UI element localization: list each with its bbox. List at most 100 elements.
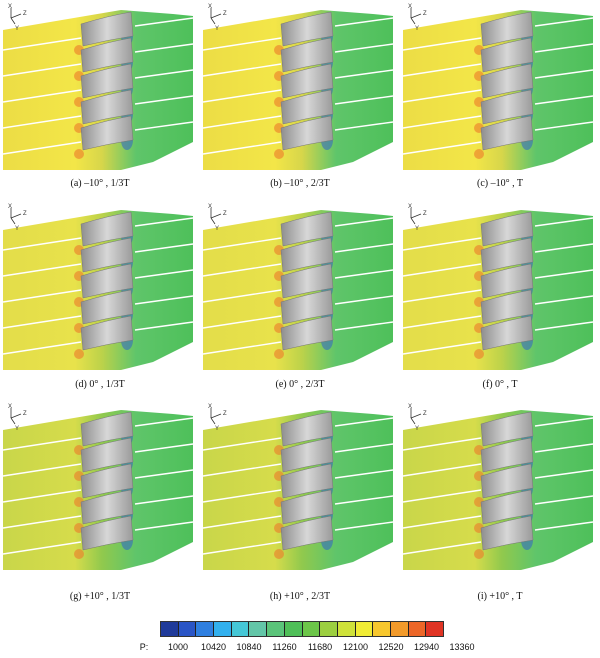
colorbar-segment bbox=[178, 622, 197, 636]
flow-field-panel: X Z Y bbox=[403, 402, 597, 570]
panel-caption: (f) 0° , T bbox=[482, 379, 518, 390]
colorbar-tick-label: 12100 bbox=[342, 642, 369, 652]
high-pressure-region bbox=[274, 349, 284, 359]
blade-surface bbox=[480, 289, 534, 325]
periodic-boundary-line bbox=[534, 43, 594, 53]
blade-surface bbox=[480, 63, 534, 99]
periodic-boundary-line bbox=[3, 63, 82, 77]
high-pressure-region bbox=[274, 149, 284, 159]
axis-label-x: X bbox=[408, 4, 412, 10]
colorbar-segment bbox=[196, 622, 215, 636]
blade-surface bbox=[280, 437, 334, 473]
blade-surface bbox=[480, 37, 534, 73]
periodic-boundary-line bbox=[203, 341, 282, 355]
blade-surface bbox=[280, 37, 334, 73]
periodic-boundary-line bbox=[3, 541, 82, 555]
blade-surface bbox=[480, 463, 534, 499]
blade-surface bbox=[280, 463, 334, 499]
axis-label-z: Z bbox=[23, 211, 27, 217]
colorbar-segment bbox=[161, 622, 179, 636]
periodic-boundary-line bbox=[534, 17, 594, 27]
axis-label-y: Y bbox=[15, 426, 19, 432]
periodic-boundary-line bbox=[534, 121, 594, 131]
axis-label-x: X bbox=[208, 4, 212, 10]
periodic-boundary-line bbox=[3, 341, 82, 355]
periodic-boundary-line bbox=[134, 417, 194, 427]
flow-field-image: X Z Y bbox=[203, 404, 394, 570]
axis-label-y: Y bbox=[415, 426, 419, 432]
periodic-boundary-line bbox=[203, 115, 282, 129]
colorbar-segment bbox=[214, 622, 232, 636]
periodic-boundary-line bbox=[3, 315, 82, 329]
colorbar-tick-label: 12940 bbox=[413, 642, 440, 652]
blade-surface bbox=[280, 211, 334, 247]
panel-caption: (b) –10° , 2/3T bbox=[270, 178, 330, 189]
blade-surface bbox=[80, 237, 134, 273]
flow-field-panel: X Z Y bbox=[203, 202, 397, 370]
blade-surface bbox=[280, 515, 334, 551]
axis-label-z: Z bbox=[223, 411, 227, 417]
blade-surface bbox=[480, 11, 534, 47]
flow-field-image: X Z Y bbox=[203, 204, 394, 370]
blade-surface bbox=[280, 489, 334, 525]
blade-surface bbox=[480, 211, 534, 247]
axis-triad: X Z Y bbox=[208, 4, 227, 32]
blade-surface bbox=[480, 515, 534, 551]
blade-surface bbox=[280, 115, 334, 151]
blade-surface bbox=[80, 11, 134, 47]
periodic-boundary-line bbox=[534, 243, 594, 253]
axis-label-z: Z bbox=[223, 11, 227, 17]
colorbar-segment bbox=[337, 622, 356, 636]
high-pressure-region bbox=[74, 349, 84, 359]
periodic-boundary-line bbox=[334, 321, 394, 331]
periodic-boundary-line bbox=[403, 463, 482, 477]
high-pressure-region bbox=[74, 549, 84, 559]
blade-surface bbox=[280, 315, 334, 351]
periodic-boundary-line bbox=[534, 469, 594, 479]
colorbar-segment bbox=[302, 622, 321, 636]
periodic-boundary-line bbox=[203, 37, 282, 51]
periodic-boundary-line bbox=[203, 541, 282, 555]
axis-label-x: X bbox=[8, 204, 12, 210]
periodic-boundary-line bbox=[3, 463, 82, 477]
axis-triad: X Z Y bbox=[208, 404, 227, 432]
panel-caption: (g) +10° , 1/3T bbox=[69, 591, 131, 602]
axis-label-y: Y bbox=[15, 226, 19, 232]
axis-triad: X Z Y bbox=[408, 204, 427, 232]
periodic-boundary-line bbox=[334, 95, 394, 105]
periodic-boundary-line bbox=[3, 37, 82, 51]
periodic-boundary-line bbox=[403, 541, 482, 555]
axis-triad: X Z Y bbox=[8, 404, 27, 432]
periodic-boundary-line bbox=[134, 469, 194, 479]
axis-triad: X Z Y bbox=[408, 404, 427, 432]
blade-surface bbox=[80, 463, 134, 499]
flow-field-image: X Z Y bbox=[3, 204, 194, 370]
colorbar-tick-label: 10420 bbox=[200, 642, 227, 652]
panel-caption: (d) 0° , 1/3T bbox=[75, 379, 125, 390]
blade-surface bbox=[280, 411, 334, 447]
blade-surface bbox=[80, 37, 134, 73]
axis-label-y: Y bbox=[415, 226, 419, 232]
blade-surface bbox=[80, 289, 134, 325]
blade-surface bbox=[280, 63, 334, 99]
periodic-boundary-line bbox=[534, 269, 594, 279]
periodic-boundary-line bbox=[334, 69, 394, 79]
colorbar-segment bbox=[284, 622, 303, 636]
blade-surface bbox=[80, 211, 134, 247]
periodic-boundary-line bbox=[134, 321, 194, 331]
periodic-boundary-line bbox=[403, 315, 482, 329]
blade-surface bbox=[480, 489, 534, 525]
periodic-boundary-line bbox=[403, 341, 482, 355]
blade-surface bbox=[280, 263, 334, 299]
axis-label-x: X bbox=[408, 404, 412, 410]
blade-surface bbox=[80, 489, 134, 525]
blade-surface bbox=[80, 411, 134, 447]
periodic-boundary-line bbox=[403, 237, 482, 251]
periodic-boundary-line bbox=[203, 237, 282, 251]
blade-surface bbox=[280, 89, 334, 125]
colorbar-segment bbox=[408, 622, 427, 636]
periodic-boundary-line bbox=[203, 63, 282, 77]
axis-triad: X Z Y bbox=[208, 204, 227, 232]
periodic-boundary-line bbox=[203, 89, 282, 103]
colorbar-tick-label: 1000 bbox=[167, 642, 189, 652]
